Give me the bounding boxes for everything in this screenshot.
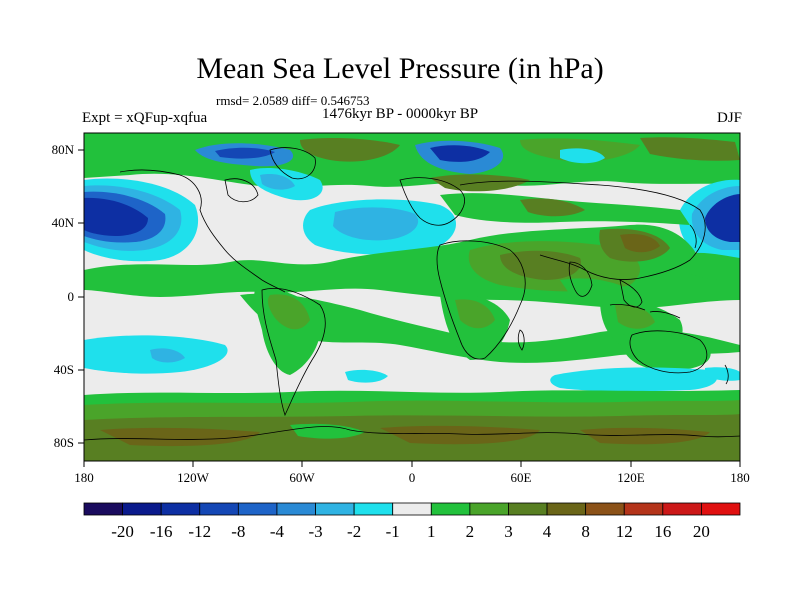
- coast-south-america: [261, 288, 326, 417]
- colorbar-label: 3: [504, 522, 513, 541]
- coast-new-zealand: [724, 364, 729, 385]
- rmsd-diff-label: rmsd= 2.0589 diff= 0.546753: [216, 93, 370, 108]
- colorbar-label: 8: [581, 522, 590, 541]
- colorbar-box: [701, 502, 741, 516]
- colorbar-box: [430, 502, 471, 516]
- colorbar-box: [199, 502, 239, 516]
- antarctic-brown-patch-1: [100, 427, 260, 447]
- longitude-axis: 180 120W 60W 0 60E 120E 180: [74, 461, 750, 485]
- lon-label-60w: 60W: [289, 470, 315, 485]
- coast-india: [568, 261, 593, 297]
- south-pacific-low-core: [150, 348, 185, 363]
- arctic-olive-patch-3: [640, 137, 740, 161]
- colorbar-box: [469, 502, 509, 516]
- colorbar-box: [83, 502, 123, 516]
- greenland-low-core: [215, 147, 275, 159]
- colorbar-box: [508, 502, 548, 516]
- lon-label-120w: 120W: [177, 470, 210, 485]
- colorbar-label: -16: [150, 522, 173, 541]
- chart-title: Mean Sea Level Pressure (in hPa): [196, 52, 604, 85]
- coast-japan: [689, 224, 697, 249]
- coastlines: [84, 147, 740, 441]
- hudson-low-core: [260, 174, 295, 190]
- colorbar-label: -2: [347, 522, 361, 541]
- antarctic-brown-patch-3: [580, 427, 710, 445]
- colorbar-label: 1: [427, 522, 436, 541]
- lat-label-80n: 80N: [52, 142, 75, 157]
- equatorial-green-band: [240, 293, 740, 363]
- colorbar-label: -12: [188, 522, 211, 541]
- colorbar-label: -1: [386, 522, 400, 541]
- latitude-axis: 80N 40N 0 40S 80S: [52, 142, 84, 450]
- lat-label-40n: 40N: [52, 215, 75, 230]
- africa-olive: [455, 299, 495, 329]
- antarctic-brown-patch-2: [380, 425, 540, 445]
- colorbar-label: -3: [308, 522, 322, 541]
- barents-low-core: [430, 145, 490, 162]
- colorbar: -20 -16 -12 -8 -4 -3 -2 -1 1 2 3 4 8 12 16 20: [83, 502, 741, 541]
- period-label: 1476kyr BP - 0000kyr BP: [321, 106, 479, 122]
- experiment-label: Expt = xQFup-xqfua: [82, 110, 208, 126]
- north-pacific-low-right-core: [705, 194, 740, 242]
- colorbar-box: [546, 502, 587, 516]
- himalaya-olive-patch: [620, 234, 660, 253]
- australia-green: [620, 333, 711, 371]
- coast-africa: [436, 240, 526, 360]
- colorbar-label: -20: [111, 522, 134, 541]
- pressure-anomaly-map: [84, 133, 740, 461]
- colorbar-box: [585, 502, 625, 516]
- lat-label-40s: 40S: [54, 362, 74, 377]
- colorbar-label: 2: [466, 522, 475, 541]
- colorbar-box: [353, 502, 394, 516]
- colorbar-label: 16: [654, 522, 671, 541]
- colorbar-box: [315, 502, 355, 516]
- coast-antarctica: [84, 426, 740, 441]
- lat-label-80s: 80S: [54, 435, 74, 450]
- coast-north-america: [119, 169, 286, 293]
- south-indian-low: [550, 367, 718, 392]
- colorbar-box: [237, 502, 278, 516]
- maritime-continent-olive: [615, 304, 655, 329]
- season-label: DJF: [716, 110, 742, 126]
- arctic-olive-patch-1: [300, 137, 400, 162]
- south-atlantic-cyan: [345, 369, 388, 383]
- coast-southeast-asia: [619, 279, 643, 308]
- colorbar-label: 12: [616, 522, 633, 541]
- south-indian-low-right: [705, 367, 740, 381]
- lon-label-180e: 180: [730, 470, 750, 485]
- southeast-asia-green: [560, 278, 640, 306]
- lon-label-180w: 180: [74, 470, 94, 485]
- north-pacific-low-left-core: [84, 197, 148, 236]
- colorbar-label: -8: [231, 522, 245, 541]
- lon-label-60e: 60E: [511, 470, 532, 485]
- colorbar-box: [276, 502, 316, 516]
- coast-australia: [629, 330, 708, 374]
- arabia-dark-patch: [500, 250, 581, 280]
- siberian-low: [560, 148, 605, 164]
- colorbar-box: [662, 502, 702, 516]
- colorbar-box: [392, 502, 432, 516]
- coast-europe: [399, 177, 465, 226]
- coast-hudson-bay: [224, 178, 259, 203]
- coast-indonesia: [609, 303, 681, 319]
- lon-label-0: 0: [409, 470, 416, 485]
- south-america-olive: [267, 294, 310, 330]
- colorbar-label: 4: [543, 522, 552, 541]
- colorbar-box: [623, 502, 664, 516]
- colorbar-box: [122, 502, 162, 516]
- colorbar-label: -4: [270, 522, 285, 541]
- west-pacific-green: [680, 252, 740, 281]
- coast-greenland: [269, 147, 316, 180]
- colorbar-label: 20: [693, 522, 710, 541]
- eurasia-olive-patch: [520, 198, 585, 217]
- lat-label-0: 0: [68, 289, 75, 304]
- north-atlantic-low-core: [333, 207, 419, 241]
- colorbar-box: [160, 502, 201, 516]
- coast-madagascar: [517, 329, 525, 351]
- lon-label-120e: 120E: [617, 470, 645, 485]
